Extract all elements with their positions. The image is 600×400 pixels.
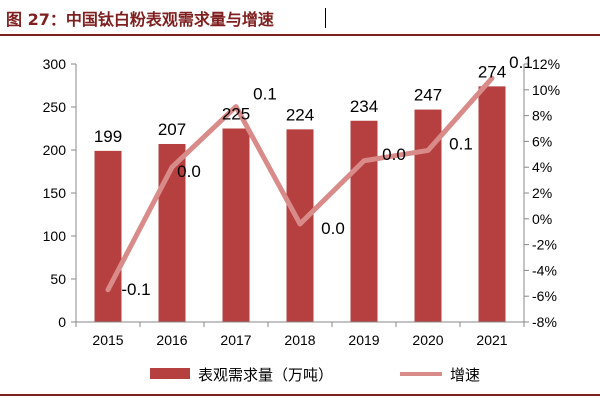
growth-value-label: 0.0 <box>177 162 201 181</box>
x-tick-label: 2017 <box>220 332 251 348</box>
bar-value-label: 234 <box>350 97 378 116</box>
growth-value-label: 0.0 <box>321 219 345 238</box>
legend-bar-label: 表观需求量（万吨） <box>198 366 333 384</box>
bar-value-label: 247 <box>414 86 442 105</box>
right-tick-label: 2% <box>532 185 552 201</box>
growth-value-label: -0.1 <box>121 280 150 299</box>
right-tick-label: 0% <box>532 211 552 227</box>
legend-line-label: 增速 <box>450 366 480 384</box>
bar-2021 <box>478 86 506 322</box>
x-tick-label: 2019 <box>348 332 379 348</box>
left-tick-label: 100 <box>43 228 67 244</box>
right-tick-label: 10% <box>532 82 560 98</box>
growth-point-2021 <box>490 76 494 80</box>
growth-value-label: 0.1 <box>253 85 277 104</box>
bar-2020 <box>414 109 442 322</box>
x-tick-label: 2021 <box>476 332 507 348</box>
bar-2017 <box>222 128 250 322</box>
right-tick-label: 8% <box>532 108 552 124</box>
bar-value-label: 225 <box>222 105 250 124</box>
bar-value-label: 207 <box>158 120 186 139</box>
growth-point-2016 <box>170 165 174 169</box>
text-cursor <box>325 8 326 28</box>
left-tick-label: 250 <box>43 99 67 115</box>
right-tick-label: -2% <box>532 237 557 253</box>
legend-bar-swatch <box>150 368 190 379</box>
growth-value-label: 0.1 <box>449 134 473 153</box>
growth-point-2017 <box>234 105 238 109</box>
growth-value-label: 0.0 <box>382 145 406 164</box>
left-tick-label: 150 <box>43 185 67 201</box>
x-tick-label: 2020 <box>412 332 443 348</box>
growth-point-2020 <box>426 148 430 152</box>
right-tick-label: 12% <box>532 56 560 72</box>
bar-value-label: 199 <box>94 127 122 146</box>
bar-value-label: 274 <box>478 62 506 81</box>
growth-point-2018 <box>298 222 302 226</box>
bar-2016 <box>158 143 186 322</box>
bar-2015 <box>94 150 122 322</box>
right-tick-label: 4% <box>532 159 552 175</box>
bar-value-label: 224 <box>286 105 314 124</box>
growth-point-2019 <box>362 159 366 163</box>
right-tick-label: -6% <box>532 288 557 304</box>
growth-point-2015 <box>106 288 110 292</box>
right-tick-label: -4% <box>532 262 557 278</box>
x-tick-label: 2016 <box>156 332 187 348</box>
growth-value-label: 0.1 <box>509 53 533 72</box>
chart-title: 图 27：中国钛白粉表观需求量与增速 <box>6 10 274 29</box>
x-tick-label: 2015 <box>92 332 123 348</box>
left-tick-label: 300 <box>43 56 67 72</box>
x-tick-label: 2018 <box>284 332 315 348</box>
bar-2019 <box>350 120 378 322</box>
title-bar: 图 27：中国钛白粉表观需求量与增速 <box>0 0 600 36</box>
left-tick-label: 50 <box>50 271 66 287</box>
left-tick-label: 200 <box>43 142 67 158</box>
bottom-rule <box>0 394 600 396</box>
right-tick-label: -8% <box>532 314 557 330</box>
left-tick-label: 0 <box>58 314 66 330</box>
right-tick-label: 6% <box>532 133 552 149</box>
